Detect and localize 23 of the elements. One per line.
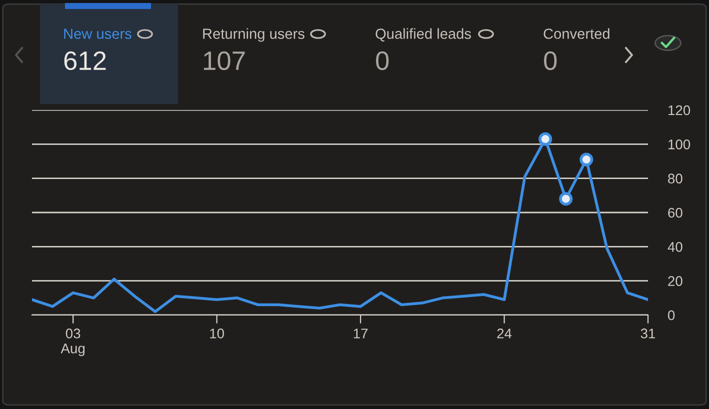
text: 107 — [204, 51, 245, 70]
point — [559, 192, 573, 206]
y-tick-label: 120 — [668, 105, 690, 116]
y-tick-label: 40 — [668, 242, 682, 252]
text: 0 — [544, 51, 557, 70]
x-tick-label: 24 — [497, 328, 512, 338]
text: Qualified leads — [376, 28, 471, 42]
text: New users — [64, 28, 132, 39]
y-tick-label: 0 — [668, 310, 675, 320]
point — [538, 132, 552, 146]
text: 0 — [376, 51, 389, 70]
x-tick-label: 17 — [354, 328, 368, 338]
y-tick-label: 100 — [668, 140, 690, 150]
text: Returning users — [203, 28, 304, 42]
y-tick-label: 60 — [668, 208, 682, 218]
x-tick-label: 10 — [210, 328, 224, 338]
text: 612 — [64, 51, 106, 70]
point — [580, 152, 594, 166]
x-tick-label: 31 — [640, 328, 656, 338]
y-tick-label: 80 — [668, 174, 682, 184]
text: Converted — [544, 28, 610, 39]
y-tick-label: 20 — [668, 276, 682, 286]
x-tick-label: 03 Aug — [60, 328, 85, 356]
